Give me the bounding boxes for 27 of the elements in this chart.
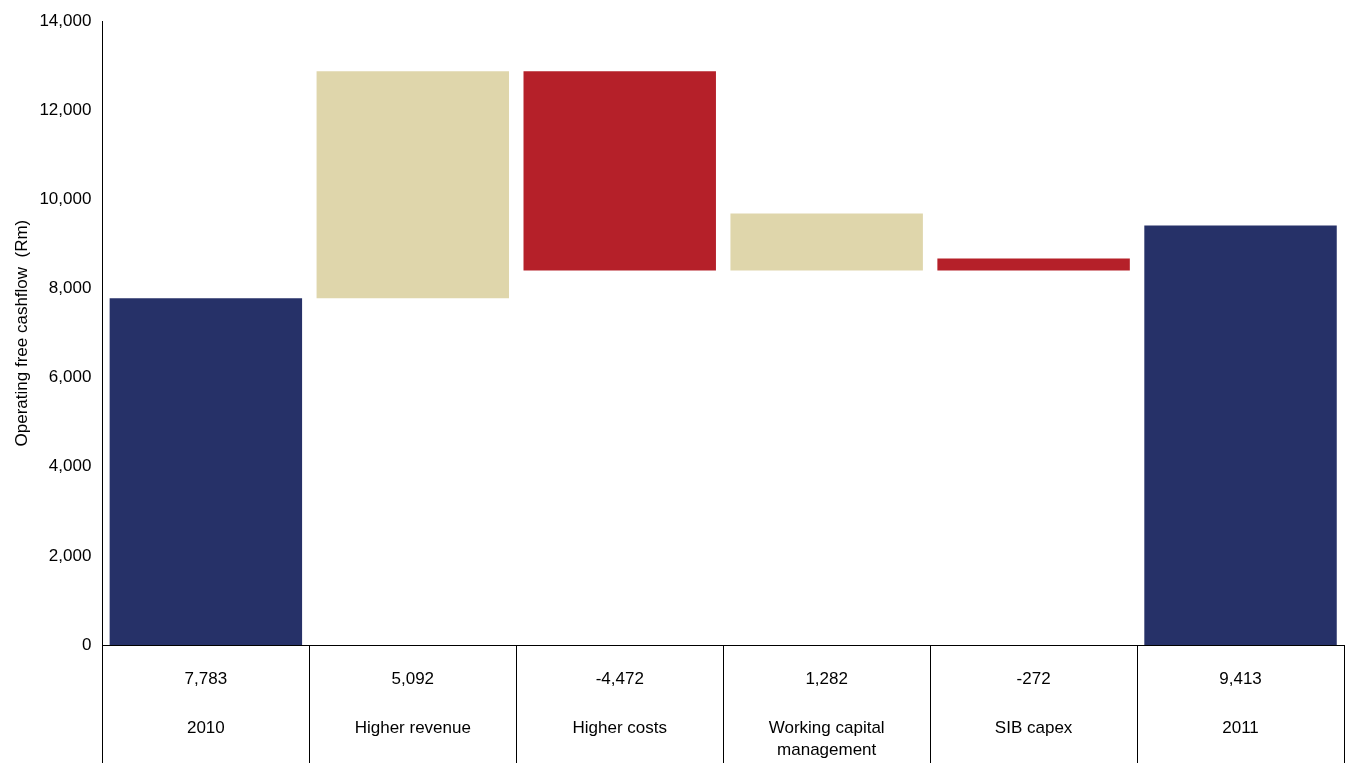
x-tick-label: Higher revenue [354,717,471,737]
y-tick-label: 14,000 [39,10,92,30]
y-tick-label: 12,000 [39,100,92,119]
y-axis-title: Operating free cashflow (Rm) [11,219,31,447]
bar [523,71,716,271]
y-tick-label: 10,000 [39,189,92,209]
bar [937,258,1130,271]
y-tick-label: 6,000 [48,367,92,387]
data-label: 9,413 [1219,668,1262,688]
data-label: 1,282 [805,668,848,688]
bar [316,71,510,299]
x-tick-label: 2011 [1222,717,1259,737]
x-tick-label: SIB capex [994,717,1073,737]
x-tick-label: Higher costs [572,717,667,737]
bar [1144,225,1337,645]
x-tick-label: 2010 [186,717,225,737]
data-label: -272 [1016,668,1051,688]
bar [730,213,923,271]
bar [109,298,303,645]
x-tick-label: Working capital management [768,717,885,759]
data-label: 7,783 [184,668,228,688]
data-label: -4,472 [595,668,644,688]
y-tick-label: 0 [81,634,92,654]
y-tick-label: 2,000 [48,545,92,565]
y-tick-label: 4,000 [48,456,92,476]
data-label: 5,092 [391,668,435,688]
y-tick-label: 8,000 [48,278,92,298]
